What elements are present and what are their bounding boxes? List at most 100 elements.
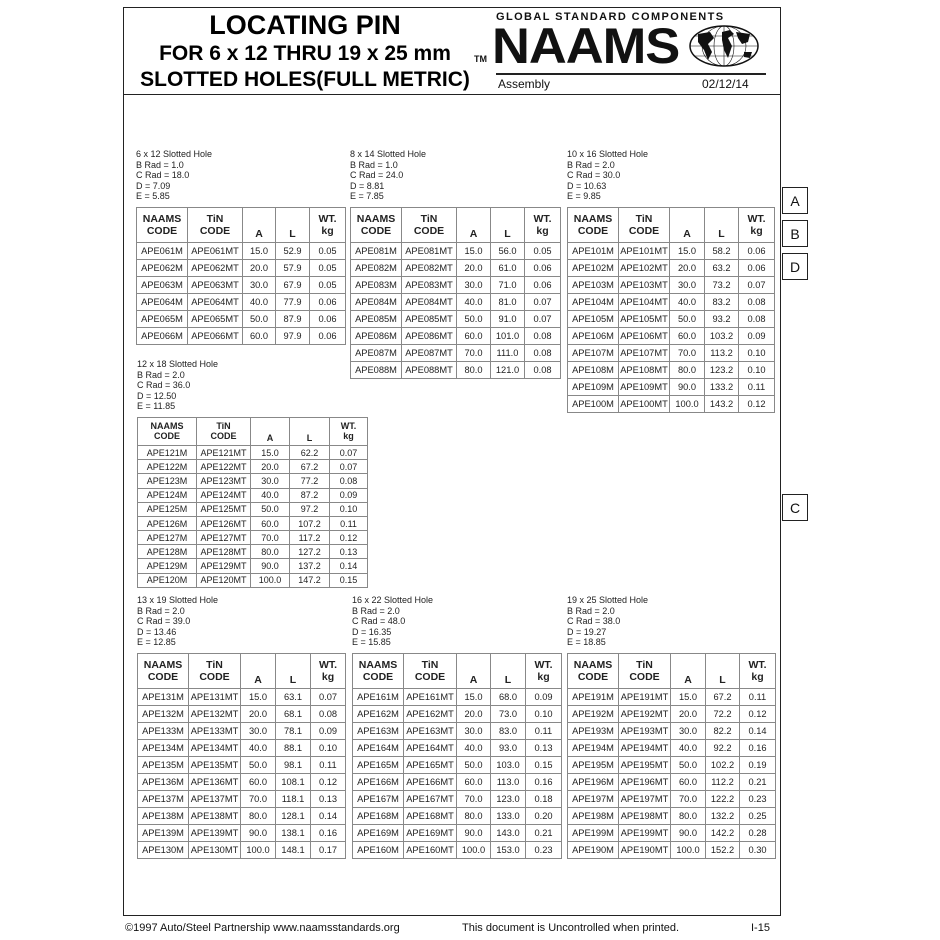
trademark: TM bbox=[474, 54, 487, 64]
weight-value: 0.09 bbox=[329, 487, 368, 503]
l-value: 71.0 bbox=[490, 275, 525, 294]
a-value: 40.0 bbox=[669, 292, 705, 311]
naams-code: APE100M bbox=[567, 394, 619, 413]
table-row: APE129M APE129MT 90.0 137.2 0.14 bbox=[137, 558, 368, 574]
l-value: 138.1 bbox=[275, 823, 311, 842]
table-header-row: NAAMS CODE TiN CODE A L WT. kg bbox=[137, 652, 346, 689]
d-dimension: D = 13.46 bbox=[137, 626, 177, 637]
column-header: A bbox=[242, 206, 276, 243]
column-header: A bbox=[456, 206, 491, 243]
column-header: A bbox=[456, 652, 491, 689]
table-header-row: NAAMS CODE TiN CODE A L WT. kg bbox=[567, 206, 775, 243]
tin-code: APE127MT bbox=[196, 530, 251, 546]
a-value: 20.0 bbox=[456, 258, 491, 277]
table-row: APE101M APE101MT 15.0 58.2 0.06 bbox=[567, 241, 775, 260]
a-value: 30.0 bbox=[456, 275, 491, 294]
tin-code: APE133MT bbox=[188, 721, 241, 740]
weight-value: 0.12 bbox=[310, 772, 346, 791]
weight-value: 0.18 bbox=[525, 789, 562, 808]
naams-code: APE160M bbox=[352, 840, 404, 859]
l-value: 143.2 bbox=[704, 394, 739, 413]
a-value: 15.0 bbox=[242, 241, 276, 260]
l-value: 78.1 bbox=[275, 721, 311, 740]
a-value: 80.0 bbox=[669, 360, 705, 379]
table-row: APE086M APE086MT 60.0 101.0 0.08 bbox=[350, 326, 561, 345]
tin-code: APE129MT bbox=[196, 558, 251, 574]
title-line-2: FOR 6 x 12 THRU 19 x 25 mm bbox=[159, 42, 451, 65]
tab-c[interactable]: C bbox=[782, 494, 808, 521]
l-value: 113.2 bbox=[704, 343, 739, 362]
a-value: 40.0 bbox=[242, 292, 276, 311]
hole-title: 8 x 14 Slotted Hole bbox=[350, 149, 427, 159]
l-value: 98.1 bbox=[275, 755, 311, 774]
weight-value: 0.05 bbox=[309, 241, 346, 260]
tab-d[interactable]: D bbox=[782, 253, 808, 280]
table-row: APE165M APE165MT 50.0 103.0 0.15 bbox=[352, 755, 562, 774]
a-value: 60.0 bbox=[242, 326, 276, 345]
tin-code: APE128MT bbox=[196, 544, 251, 560]
table-row: APE062M APE062MT 20.0 57.9 0.05 bbox=[136, 258, 346, 277]
weight-value: 0.13 bbox=[310, 789, 346, 808]
hole-title: 6 x 12 Slotted Hole bbox=[136, 149, 213, 159]
l-value: 111.0 bbox=[490, 343, 525, 362]
column-header: L bbox=[704, 206, 739, 243]
l-value: 81.0 bbox=[490, 292, 525, 311]
column-header: TiN CODE bbox=[187, 206, 243, 243]
a-value: 50.0 bbox=[240, 755, 276, 774]
weight-value: 0.05 bbox=[524, 241, 561, 260]
e-dimension: E = 7.85 bbox=[350, 191, 384, 202]
logo-tagline: GLOBAL STANDARD COMPONENTS bbox=[496, 11, 725, 23]
tin-code: APE066MT bbox=[187, 326, 243, 345]
table-row: APE122M APE122MT 20.0 67.2 0.07 bbox=[137, 459, 368, 475]
weight-value: 0.06 bbox=[524, 258, 561, 277]
naams-code: APE102M bbox=[567, 258, 619, 277]
l-value: 82.2 bbox=[705, 721, 740, 740]
table-row: APE134M APE134MT 40.0 88.1 0.10 bbox=[137, 738, 346, 757]
table-row: APE199M APE199MT 90.0 142.2 0.28 bbox=[567, 823, 776, 842]
l-value: 68.0 bbox=[490, 687, 526, 706]
naams-code: APE085M bbox=[350, 309, 402, 328]
table-row: APE063M APE063MT 30.0 67.9 0.05 bbox=[136, 275, 346, 294]
naams-code: APE168M bbox=[352, 806, 404, 825]
c-radius: C Rad = 30.0 bbox=[567, 170, 621, 181]
section-label: Assembly bbox=[498, 77, 551, 91]
hole-specs: 8 x 14 Slotted Hole B Rad = 1.0 C Rad = 24… bbox=[350, 149, 561, 202]
table-row: APE087M APE087MT 70.0 111.0 0.08 bbox=[350, 343, 561, 362]
weight-value: 0.08 bbox=[524, 326, 561, 345]
naams-code: APE123M bbox=[137, 473, 197, 489]
a-value: 90.0 bbox=[240, 823, 276, 842]
weight-value: 0.07 bbox=[310, 687, 346, 706]
l-value: 103.0 bbox=[490, 755, 526, 774]
table-row: APE109M APE109MT 90.0 133.2 0.11 bbox=[567, 377, 775, 396]
naams-code: APE103M bbox=[567, 275, 619, 294]
l-value: 137.2 bbox=[289, 558, 330, 574]
tin-code: APE131MT bbox=[188, 687, 241, 706]
naams-code: APE066M bbox=[136, 326, 188, 345]
a-value: 70.0 bbox=[670, 789, 706, 808]
table-row: APE081M APE081MT 15.0 56.0 0.05 bbox=[350, 241, 561, 260]
tin-code: APE193MT bbox=[618, 721, 671, 740]
naams-code: APE084M bbox=[350, 292, 402, 311]
column-header: A bbox=[240, 652, 276, 689]
weight-value: 0.11 bbox=[739, 687, 776, 706]
naams-code: APE121M bbox=[137, 444, 197, 461]
tin-code: APE107MT bbox=[618, 343, 670, 362]
table-row: APE162M APE162MT 20.0 73.0 0.10 bbox=[352, 704, 562, 723]
column-header: NAAMS CODE bbox=[136, 206, 188, 243]
naams-code: APE166M bbox=[352, 772, 404, 791]
a-value: 60.0 bbox=[456, 772, 491, 791]
naams-code: APE167M bbox=[352, 789, 404, 808]
weight-value: 0.07 bbox=[329, 444, 368, 461]
hole-specs: 6 x 12 Slotted Hole B Rad = 1.0 C Rad = 18… bbox=[136, 149, 346, 202]
naams-code: APE125M bbox=[137, 501, 197, 517]
naams-code: APE196M bbox=[567, 772, 619, 791]
tin-code: APE063MT bbox=[187, 275, 243, 294]
a-value: 15.0 bbox=[240, 687, 276, 706]
tab-a[interactable]: A bbox=[782, 187, 808, 214]
a-value: 70.0 bbox=[456, 789, 491, 808]
l-value: 121.0 bbox=[490, 360, 525, 379]
table-row: APE106M APE106MT 60.0 103.2 0.09 bbox=[567, 326, 775, 345]
tab-b[interactable]: B bbox=[782, 220, 808, 247]
tin-code: APE165MT bbox=[403, 755, 457, 774]
footer-notice: This document is Uncontrolled when print… bbox=[462, 922, 680, 934]
